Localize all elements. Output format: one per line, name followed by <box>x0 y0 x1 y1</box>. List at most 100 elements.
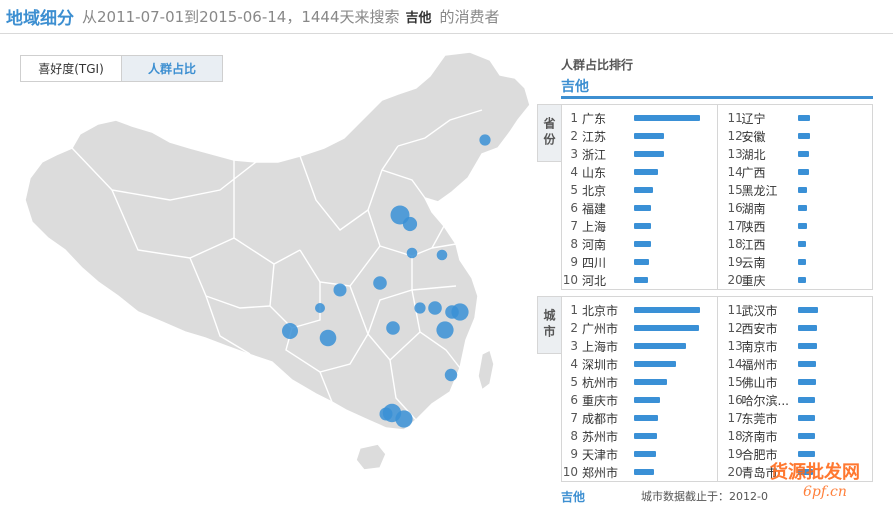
ranking-row[interactable]: 6 重庆市 <box>562 391 717 409</box>
share-bar-track <box>797 415 868 421</box>
ranking-row[interactable]: 5 北京 <box>562 181 717 199</box>
city-bubble[interactable] <box>414 302 426 314</box>
ranking-row[interactable]: 9 四川 <box>562 253 717 271</box>
share-bar-track <box>797 451 868 457</box>
ranking-row[interactable]: 12 安徽 <box>718 127 873 145</box>
ranking-row[interactable]: 14 广西 <box>718 163 873 181</box>
share-bar-track <box>797 343 868 349</box>
region-name: 重庆 <box>741 273 766 288</box>
ranking-row[interactable]: 15 黑龙江 <box>718 181 873 199</box>
ranking-row[interactable]: 1 北京市 <box>562 301 717 319</box>
share-bar <box>797 325 817 331</box>
rank-number: 10 <box>562 465 578 479</box>
ranking-row[interactable]: 14 福州市 <box>718 355 873 373</box>
share-bar-track <box>797 115 868 121</box>
city-bubble[interactable] <box>379 407 393 421</box>
ranking-row[interactable]: 17 东莞市 <box>718 409 873 427</box>
share-bar-track <box>797 361 868 367</box>
share-bar-track <box>797 469 868 475</box>
share-bar-track <box>634 325 704 331</box>
ranking-row[interactable]: 12 西安市 <box>718 319 873 337</box>
rank-number: 12 <box>727 129 743 143</box>
ranking-row[interactable]: 16 湖南 <box>718 199 873 217</box>
share-bar-track <box>634 187 704 193</box>
share-bar <box>634 325 699 331</box>
ranking-row[interactable]: 11 武汉市 <box>718 301 873 319</box>
region-name: 江苏 <box>582 129 607 144</box>
ranking-row[interactable]: 4 山东 <box>562 163 717 181</box>
city-bubble[interactable] <box>445 305 459 319</box>
city-bubble[interactable] <box>479 134 491 146</box>
ranking-row[interactable]: 11 辽宁 <box>718 109 873 127</box>
region-name: 陕西 <box>741 219 766 234</box>
region-name: 郑州市 <box>582 465 619 480</box>
region-name: 安徽 <box>741 129 766 144</box>
region-name: 上海市 <box>582 339 619 354</box>
city-bubble[interactable] <box>406 247 418 259</box>
ranking-row[interactable]: 17 陕西 <box>718 217 873 235</box>
region-name: 湖北 <box>741 147 766 162</box>
ranking-row[interactable]: 5 杭州市 <box>562 373 717 391</box>
ranking-row[interactable]: 10 郑州市 <box>562 463 717 481</box>
rank-number: 19 <box>727 447 743 461</box>
ranking-row[interactable]: 8 苏州市 <box>562 427 717 445</box>
ranking-row[interactable]: 13 湖北 <box>718 145 873 163</box>
ranking-row[interactable]: 19 合肥市 <box>718 445 873 463</box>
date-range-text: 从2011-07-01到2015-06-14，1444天来搜索 <box>82 8 400 26</box>
ranking-row[interactable]: 13 南京市 <box>718 337 873 355</box>
ranking-row[interactable]: 16 哈尔滨... <box>718 391 873 409</box>
city-bubble[interactable] <box>386 321 400 335</box>
city-bubble[interactable] <box>319 329 337 347</box>
watermark-logo: 货源批发网 <box>770 462 860 483</box>
ranking-row[interactable]: 18 江西 <box>718 235 873 253</box>
share-bar <box>634 169 658 175</box>
city-column-left: 1 北京市 2 广州市 3 上海市 4 深圳市 5 杭州市 6 重庆市 7 成都市 8 苏州市 9 天津市 10 郑州… <box>562 297 717 481</box>
ranking-row[interactable]: 3 浙江 <box>562 145 717 163</box>
ranking-row[interactable]: 10 河北 <box>562 271 717 289</box>
city-bubble[interactable] <box>395 410 413 428</box>
city-bubble[interactable] <box>373 276 387 290</box>
ranking-row[interactable]: 7 成都市 <box>562 409 717 427</box>
ranking-row[interactable]: 3 上海市 <box>562 337 717 355</box>
ranking-row[interactable]: 9 天津市 <box>562 445 717 463</box>
ranking-row[interactable]: 19 云南 <box>718 253 873 271</box>
city-bubble[interactable] <box>436 249 448 261</box>
city-bubble[interactable] <box>315 303 325 313</box>
rank-number: 9 <box>570 255 578 269</box>
search-keyword: 吉他 <box>405 11 432 26</box>
region-name: 山东 <box>582 165 607 180</box>
share-bar <box>634 361 676 367</box>
ranking-row[interactable]: 15 佛山市 <box>718 373 873 391</box>
ranking-row[interactable]: 8 河南 <box>562 235 717 253</box>
tab-tgi[interactable]: 喜好度(TGI) <box>21 56 122 81</box>
ranking-row[interactable]: 2 广州市 <box>562 319 717 337</box>
city-bubble[interactable] <box>436 321 454 339</box>
city-label[interactable]: 城市 <box>537 296 561 354</box>
tab-population-share[interactable]: 人群占比 <box>122 56 222 81</box>
ranking-row[interactable]: 7 上海 <box>562 217 717 235</box>
city-bubble[interactable] <box>333 283 347 297</box>
ranking-row[interactable]: 2 江苏 <box>562 127 717 145</box>
ranking-row[interactable]: 4 深圳市 <box>562 355 717 373</box>
region-name: 四川 <box>582 255 607 270</box>
region-name: 北京 <box>582 183 607 198</box>
ranking-row[interactable]: 6 福建 <box>562 199 717 217</box>
share-bar <box>634 133 664 139</box>
rank-number: 11 <box>727 111 743 125</box>
province-label[interactable]: 省份 <box>537 104 561 162</box>
region-name: 天津市 <box>582 447 619 462</box>
share-bar <box>634 277 648 283</box>
ranking-row[interactable]: 18 济南市 <box>718 427 873 445</box>
city-bubble[interactable] <box>402 216 418 232</box>
city-bubble[interactable] <box>428 301 442 315</box>
city-bubble[interactable] <box>444 368 458 382</box>
share-bar-track <box>634 151 704 157</box>
city-bubble[interactable] <box>282 323 298 339</box>
ranking-row[interactable]: 20 重庆 <box>718 271 873 289</box>
rank-number: 6 <box>570 201 578 215</box>
ranking-row[interactable]: 1 广东 <box>562 109 717 127</box>
rank-number: 2 <box>570 129 578 143</box>
share-bar <box>797 259 806 265</box>
ranking-row[interactable]: 20 青岛市 <box>718 463 873 481</box>
share-bar-track <box>634 469 704 475</box>
